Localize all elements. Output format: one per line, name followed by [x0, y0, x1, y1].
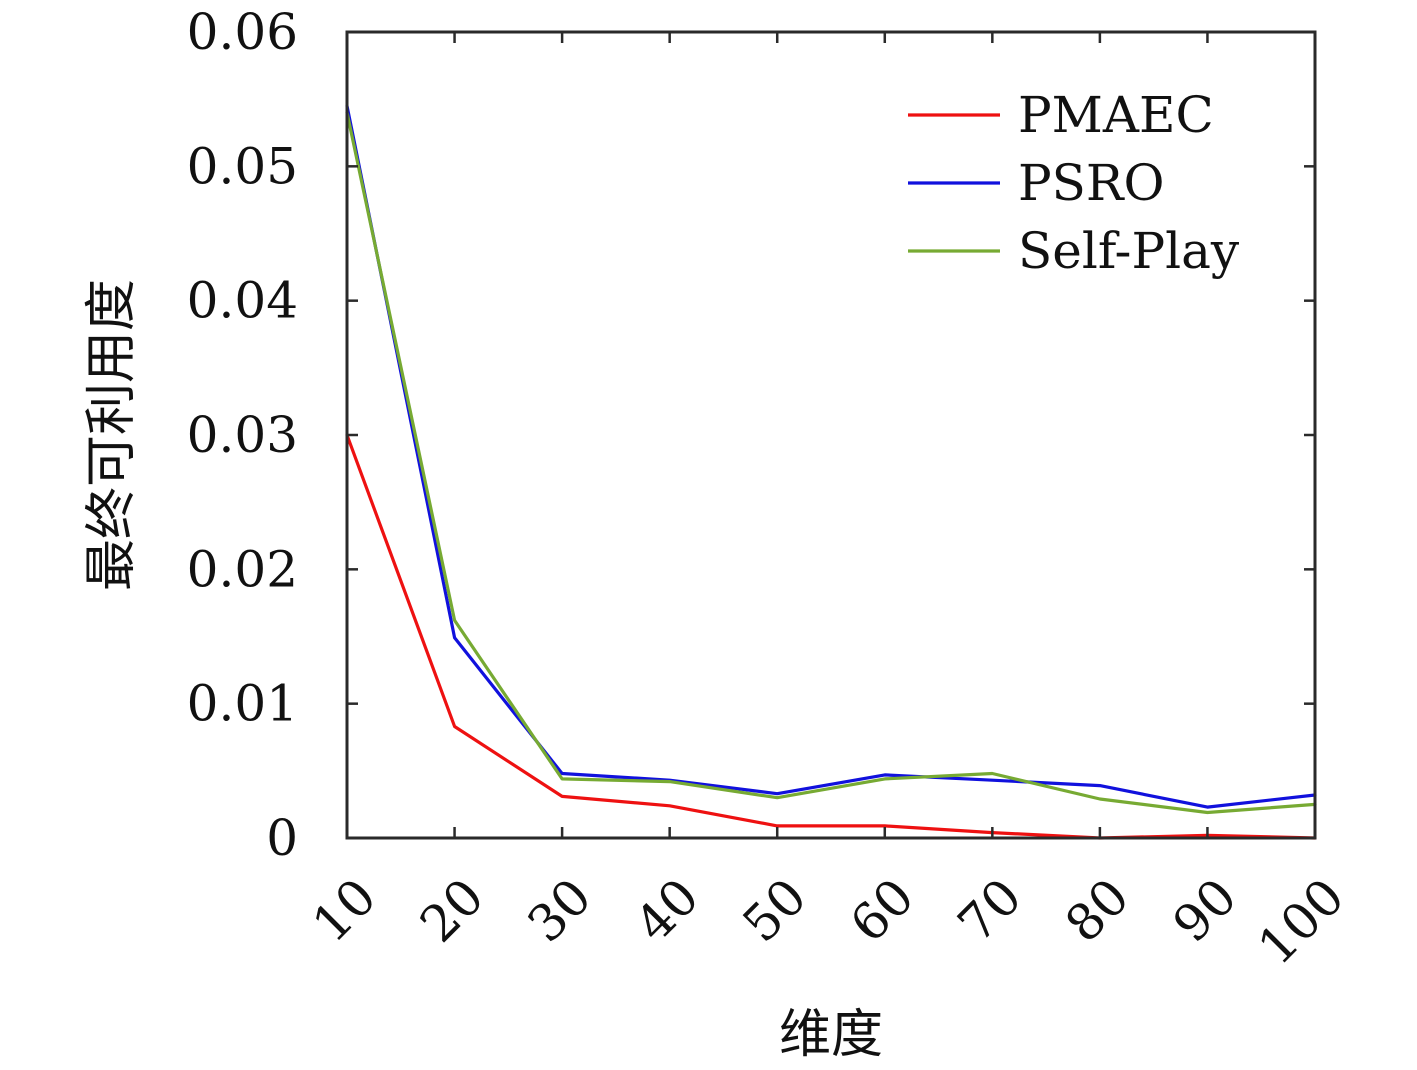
series-line-self-play: [345, 110, 1317, 815]
legend-label: Self-Play: [1018, 222, 1240, 280]
x-tick-label: 70: [947, 867, 1033, 953]
y-tick-label: 0.03: [187, 406, 298, 464]
series-lines: [345, 104, 1317, 840]
axis-ticks: 0 0.01 0.02 0.03 0.04 0.05 0.06 10 20 30 40 50 60 70 8…: [187, 3, 1356, 976]
y-tick-label: 0.01: [187, 675, 298, 733]
series-line-pmaec: [345, 433, 1317, 840]
x-tick-label: 60: [839, 867, 925, 953]
y-tick-label: 0.05: [187, 137, 298, 195]
x-tick-label: 20: [409, 867, 495, 953]
x-tick-label: 40: [624, 867, 710, 953]
series-line-psro: [345, 104, 1317, 809]
legend-label: PMAEC: [1018, 86, 1214, 144]
y-tick-label: 0.02: [187, 540, 298, 598]
x-tick-label: 100: [1247, 867, 1355, 975]
y-tick-label: 0: [266, 809, 298, 867]
legend-label: PSRO: [1018, 154, 1165, 212]
plot-frame: [345, 30, 1317, 840]
y-tick-label: 0.04: [187, 272, 298, 330]
x-tick-label: 90: [1162, 867, 1248, 953]
x-tick-label: 30: [517, 867, 603, 953]
x-axis-title: 维度: [779, 1005, 883, 1065]
x-tick-label: 10: [302, 867, 388, 953]
y-axis-title: 最终可利用度: [82, 279, 142, 591]
x-tick-label: 50: [732, 867, 818, 953]
y-tick-label: 0.06: [187, 3, 298, 61]
legend: PMAEC PSRO Self-Play: [908, 86, 1240, 280]
x-tick-label: 80: [1054, 867, 1140, 953]
